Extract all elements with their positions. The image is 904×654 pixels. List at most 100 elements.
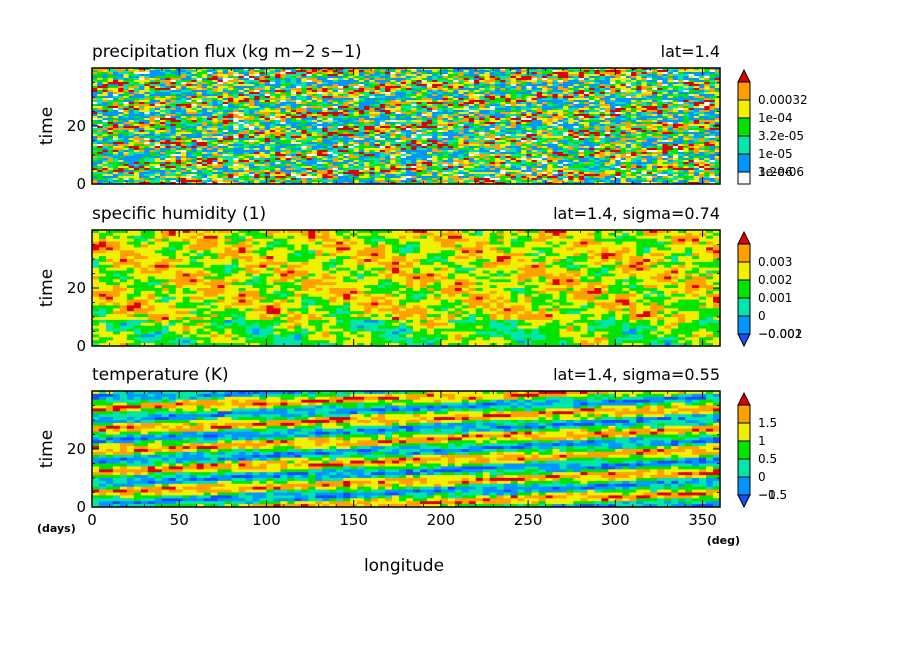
heatmap-cell [201, 114, 208, 117]
heatmap-cell [641, 132, 648, 135]
heatmap-cell [463, 70, 470, 73]
heatmap-cell [500, 138, 507, 141]
heatmap-cell [604, 130, 611, 133]
heatmap-cell [222, 86, 229, 89]
heatmap-cell [646, 130, 653, 133]
heatmap-cell [479, 120, 486, 123]
heatmap-cell [180, 94, 187, 97]
heatmap-cell [458, 84, 465, 87]
heatmap-cell [322, 112, 329, 115]
heatmap-cell [112, 124, 119, 127]
heatmap-cell [118, 146, 124, 149]
heatmap-cell [249, 96, 255, 99]
heatmap-cell [714, 138, 720, 141]
heatmap-cell [625, 82, 632, 85]
heatmap-cell [191, 76, 198, 79]
heatmap-cell [107, 74, 114, 77]
heatmap-cell [337, 146, 344, 149]
heatmap-cell [311, 122, 318, 125]
heatmap-cell [636, 102, 643, 105]
heatmap-cell [657, 68, 664, 71]
heatmap-cell [269, 132, 276, 135]
heatmap-cell [683, 142, 690, 145]
heatmap-cell [317, 72, 323, 75]
heatmap-cell [625, 92, 632, 95]
heatmap-cell [249, 70, 255, 73]
heatmap-cell [259, 110, 266, 113]
heatmap-cell [186, 124, 193, 127]
heatmap-cell [123, 108, 130, 111]
heatmap-cell [128, 112, 135, 115]
heatmap-cell [484, 122, 491, 125]
heatmap-cell [615, 104, 622, 107]
heatmap-cell [583, 72, 590, 75]
heatmap-cell [343, 92, 350, 95]
heatmap-cell [688, 118, 695, 121]
heatmap-cell [442, 82, 449, 85]
heatmap-cell [133, 100, 140, 103]
heatmap-cell [228, 146, 234, 149]
heatmap-cell [275, 134, 281, 137]
heatmap-cell [421, 80, 428, 83]
heatmap-cell [421, 112, 428, 115]
heatmap-cell [437, 88, 444, 91]
heatmap-cell [463, 138, 470, 141]
heatmap-cell [337, 140, 344, 143]
heatmap-cell [594, 112, 601, 115]
heatmap-cell [264, 96, 271, 99]
heatmap-cell [563, 84, 569, 87]
heatmap-cell [238, 100, 245, 103]
heatmap-cell [212, 122, 219, 125]
heatmap-cell [317, 112, 323, 115]
heatmap-cell [170, 128, 177, 131]
heatmap-cell [688, 80, 695, 83]
heatmap-cell [102, 118, 109, 121]
heatmap-cell [97, 136, 104, 139]
heatmap-cell [693, 146, 700, 149]
heatmap-cell [238, 78, 245, 81]
heatmap-cell [385, 122, 391, 125]
heatmap-cell [505, 146, 512, 149]
heatmap-cell [683, 90, 690, 93]
heatmap-cell [604, 116, 611, 119]
heatmap-cell [154, 126, 161, 129]
heatmap-cell [379, 128, 386, 131]
heatmap-cell [107, 90, 114, 93]
heatmap-cell [615, 114, 622, 117]
heatmap-cell [599, 82, 606, 85]
heatmap-cell [379, 98, 386, 101]
heatmap-cell [432, 84, 438, 87]
heatmap-cell [531, 136, 538, 139]
heatmap-cell [165, 116, 172, 119]
heatmap-cell [620, 118, 627, 121]
heatmap-cell [249, 122, 255, 125]
heatmap-cell [306, 84, 313, 87]
heatmap-cell [447, 118, 454, 121]
heatmap-cell [625, 126, 632, 129]
heatmap-cell [547, 140, 554, 143]
heatmap-cell [437, 102, 444, 105]
heatmap-cell [557, 148, 564, 151]
heatmap-cell [390, 124, 397, 127]
heatmap-cell [353, 140, 360, 143]
heatmap-cell [657, 132, 664, 135]
heatmap-cell [437, 128, 444, 131]
heatmap-cell [636, 100, 643, 103]
heatmap-cell [693, 142, 700, 145]
heatmap-cell [154, 76, 161, 79]
heatmap-cell [217, 112, 224, 115]
heatmap-cell [500, 104, 507, 107]
heatmap-cell [542, 70, 548, 73]
heatmap-cell [400, 104, 407, 107]
heatmap-cell [709, 100, 716, 103]
heatmap-cell [615, 76, 622, 79]
heatmap-cell [180, 76, 187, 79]
heatmap-cell [285, 104, 292, 107]
heatmap-cell [191, 82, 198, 85]
heatmap-cell [243, 136, 250, 139]
heatmap-cell [531, 128, 538, 131]
heatmap-cell [442, 90, 449, 93]
heatmap-cell [542, 120, 548, 123]
heatmap-cell [154, 116, 161, 119]
heatmap-cell [526, 138, 533, 141]
